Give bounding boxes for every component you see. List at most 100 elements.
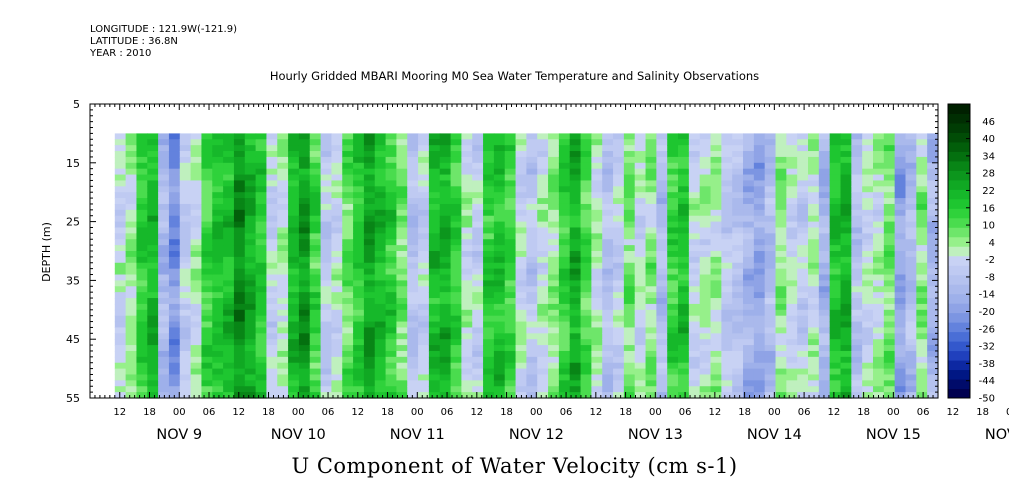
heatmap-cell <box>808 345 820 352</box>
heatmap-cell <box>808 356 820 364</box>
heatmap-cell <box>710 192 722 199</box>
heatmap-cell <box>851 215 863 223</box>
heatmap-cell <box>396 321 408 329</box>
heatmap-cell <box>764 392 777 399</box>
heatmap-cell <box>309 156 322 164</box>
heatmap-cell <box>634 374 647 381</box>
heatmap-cell <box>623 339 636 346</box>
heatmap-cell <box>493 333 506 340</box>
heatmap-cell <box>201 156 213 164</box>
heatmap-cell <box>407 339 419 346</box>
heatmap-cell <box>602 309 614 317</box>
heatmap-cell <box>699 356 712 364</box>
heatmap-cell <box>829 156 842 164</box>
heatmap-cell <box>808 245 820 252</box>
heatmap-cell <box>428 339 441 346</box>
heatmap-cell <box>667 156 679 164</box>
heatmap-cell <box>461 303 473 311</box>
heatmap-cell <box>634 321 647 329</box>
heatmap-cell <box>201 333 213 340</box>
heatmap-cell <box>591 345 603 352</box>
heatmap-cell <box>223 368 235 376</box>
heatmap-cell <box>678 309 690 317</box>
heatmap-cell <box>688 356 701 364</box>
heatmap-cell <box>667 239 679 246</box>
heatmap-cell <box>656 233 668 240</box>
heatmap-cell <box>656 309 668 317</box>
heatmap-cell <box>732 186 744 193</box>
heatmap-cell <box>418 180 430 187</box>
heatmap-cell <box>277 145 289 152</box>
heatmap-cell <box>450 245 463 252</box>
heatmap-cell <box>613 386 625 393</box>
heatmap-cell <box>569 168 582 176</box>
heatmap-cell <box>331 309 343 317</box>
heatmap-cell <box>493 315 506 323</box>
heatmap-cell <box>428 374 441 381</box>
heatmap-cell <box>721 215 733 223</box>
heatmap-cell <box>179 274 192 281</box>
heatmap-cell <box>277 156 289 164</box>
heatmap-cell <box>688 139 701 146</box>
heatmap-cell <box>114 321 127 329</box>
heatmap-cell <box>439 292 452 299</box>
colorbar-swatch <box>948 322 970 333</box>
heatmap-cell <box>147 262 159 270</box>
heatmap-cell <box>916 168 928 176</box>
heatmap-cell <box>255 262 268 270</box>
heatmap-cell <box>623 245 636 252</box>
heatmap-cell <box>288 362 300 370</box>
heatmap-cell <box>396 315 408 323</box>
heatmap-cell <box>721 221 733 229</box>
heatmap-cell <box>190 162 203 170</box>
heatmap-cell <box>179 209 192 217</box>
heatmap-cell <box>753 227 766 234</box>
heatmap-cell <box>613 133 625 140</box>
heatmap-cell <box>591 156 603 164</box>
heatmap-cell <box>818 192 831 199</box>
heatmap-cell <box>526 298 538 305</box>
heatmap-cell <box>645 268 657 276</box>
heatmap-cell <box>753 333 766 340</box>
heatmap-cell <box>493 280 506 287</box>
heatmap-cell <box>753 139 766 146</box>
heatmap-cell <box>461 239 473 246</box>
colorbar-label: 4 <box>989 238 995 249</box>
heatmap-cell <box>927 180 939 187</box>
heatmap-cell <box>396 274 408 281</box>
heatmap-cell <box>753 203 766 211</box>
heatmap-cell <box>233 286 246 293</box>
heatmap-cell <box>656 168 668 176</box>
heatmap-cell <box>374 350 387 358</box>
heatmap-cell <box>483 274 495 281</box>
heatmap-cell <box>840 215 852 223</box>
heatmap-cell <box>537 156 549 164</box>
heatmap-cell <box>396 256 408 264</box>
heatmap-cell <box>342 292 354 299</box>
heatmap-cell <box>450 162 463 170</box>
heatmap-cell <box>829 298 842 305</box>
heatmap-cell <box>493 350 506 358</box>
heatmap-cell <box>775 198 787 205</box>
heatmap-cell <box>808 339 820 346</box>
heatmap-cell <box>428 274 441 281</box>
heatmap-cell <box>786 233 798 240</box>
heatmap-cell <box>602 292 614 299</box>
heatmap-cell <box>916 192 928 199</box>
heatmap-cell <box>775 303 787 311</box>
heatmap-cell <box>223 162 235 170</box>
heatmap-cell <box>483 233 495 240</box>
heatmap-cell <box>212 262 224 270</box>
heatmap-cell <box>905 245 917 252</box>
heatmap-cell <box>212 245 224 252</box>
heatmap-cell <box>786 380 798 387</box>
heatmap-cell <box>862 280 874 287</box>
heatmap-cell <box>244 168 257 176</box>
heatmap-cell <box>288 145 300 152</box>
heatmap-cell <box>374 156 387 164</box>
heatmap-cell <box>147 156 159 164</box>
heatmap-cell <box>223 245 235 252</box>
heatmap-cell <box>916 321 928 329</box>
heatmap-cell <box>363 156 376 164</box>
